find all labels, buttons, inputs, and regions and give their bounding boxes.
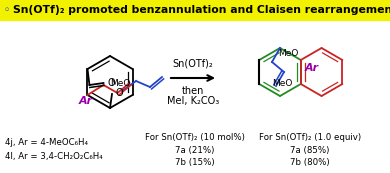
Text: Sn(OTf)₂: Sn(OTf)₂: [173, 58, 213, 68]
Text: Sn(OTf)₂ promoted benzannulation and Claisen rearrangement: Sn(OTf)₂ promoted benzannulation and Cla…: [13, 5, 390, 15]
Text: 7a (21%): 7a (21%): [176, 146, 214, 155]
Text: MeO: MeO: [110, 80, 131, 89]
Text: 4l, Ar = 3,4-CH₂O₂C₆H₄: 4l, Ar = 3,4-CH₂O₂C₆H₄: [5, 152, 103, 161]
Text: 4j, Ar = 4-MeOC₆H₄: 4j, Ar = 4-MeOC₆H₄: [5, 138, 88, 147]
Text: For Sn(OTf)₂ (1.0 equiv): For Sn(OTf)₂ (1.0 equiv): [259, 133, 361, 142]
Bar: [0, 0, 390, 20]
Text: O: O: [115, 88, 122, 98]
Text: ◦: ◦: [4, 5, 10, 15]
Text: 7b (80%): 7b (80%): [290, 158, 330, 167]
Text: MeO: MeO: [272, 79, 292, 88]
Text: For Sn(OTf)₂ (10 mol%): For Sn(OTf)₂ (10 mol%): [145, 133, 245, 142]
Text: then: then: [182, 86, 204, 96]
Text: 7b (15%): 7b (15%): [175, 158, 215, 167]
Text: MeO: MeO: [278, 49, 299, 58]
Text: 7a (85%): 7a (85%): [290, 146, 330, 155]
Text: Ar: Ar: [305, 63, 319, 73]
Text: Ar: Ar: [78, 96, 92, 106]
Text: O: O: [108, 78, 115, 88]
Text: MeI, K₂CO₃: MeI, K₂CO₃: [167, 96, 219, 106]
